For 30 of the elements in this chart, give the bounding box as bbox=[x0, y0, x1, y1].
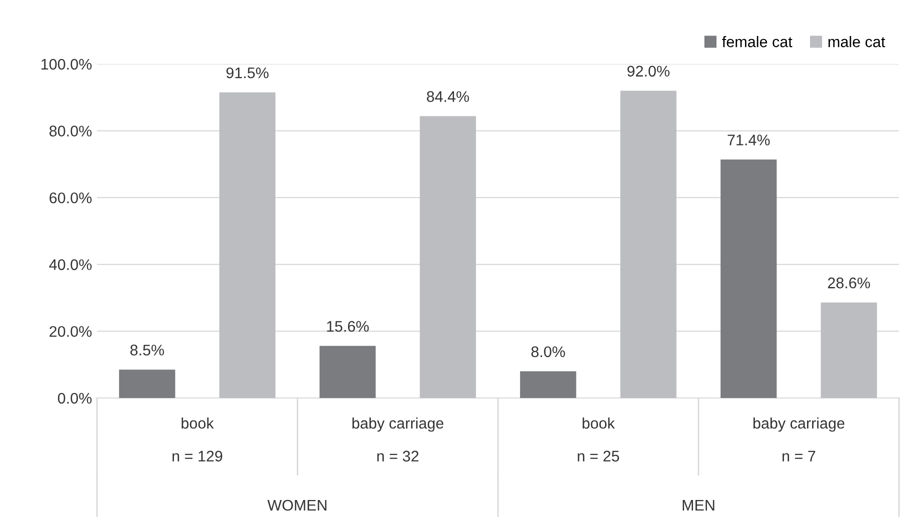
bar bbox=[720, 160, 777, 398]
bar bbox=[119, 370, 176, 398]
legend-label: male cat bbox=[828, 36, 886, 48]
bar bbox=[219, 92, 276, 398]
data-label: 91.5% bbox=[226, 67, 268, 78]
y-tick-label: 80.0% bbox=[49, 126, 92, 136]
data-label: 28.6% bbox=[828, 278, 870, 288]
category-label: baby carriage n = 7 bbox=[753, 417, 844, 462]
category-label: baby carriage n = 32 bbox=[352, 417, 444, 462]
data-label: 15.6% bbox=[327, 320, 369, 332]
data-label: 8.0% bbox=[531, 346, 565, 358]
bar bbox=[320, 346, 376, 398]
y-tick-label: 100.0% bbox=[41, 58, 92, 70]
category-label: book n = 129 bbox=[172, 417, 222, 462]
bar bbox=[620, 90, 676, 398]
legend-label: female cat bbox=[722, 36, 792, 48]
data-label: 8.5% bbox=[130, 344, 164, 356]
data-label: 71.4% bbox=[728, 134, 770, 146]
data-label: 84.4% bbox=[426, 91, 469, 102]
data-label: 92.0% bbox=[627, 66, 670, 77]
bar bbox=[520, 371, 576, 398]
text: MEN bbox=[682, 500, 714, 510]
bar bbox=[420, 116, 476, 398]
y-tick-label: 40.0% bbox=[49, 259, 92, 270]
bar bbox=[820, 302, 877, 398]
y-tick-label: 60.0% bbox=[50, 192, 92, 204]
y-tick-label: 0.0% bbox=[58, 392, 92, 404]
category-label: book n = 25 bbox=[578, 417, 620, 462]
y-tick-label: 20.0% bbox=[50, 326, 92, 337]
text: WOMEN bbox=[267, 500, 326, 511]
